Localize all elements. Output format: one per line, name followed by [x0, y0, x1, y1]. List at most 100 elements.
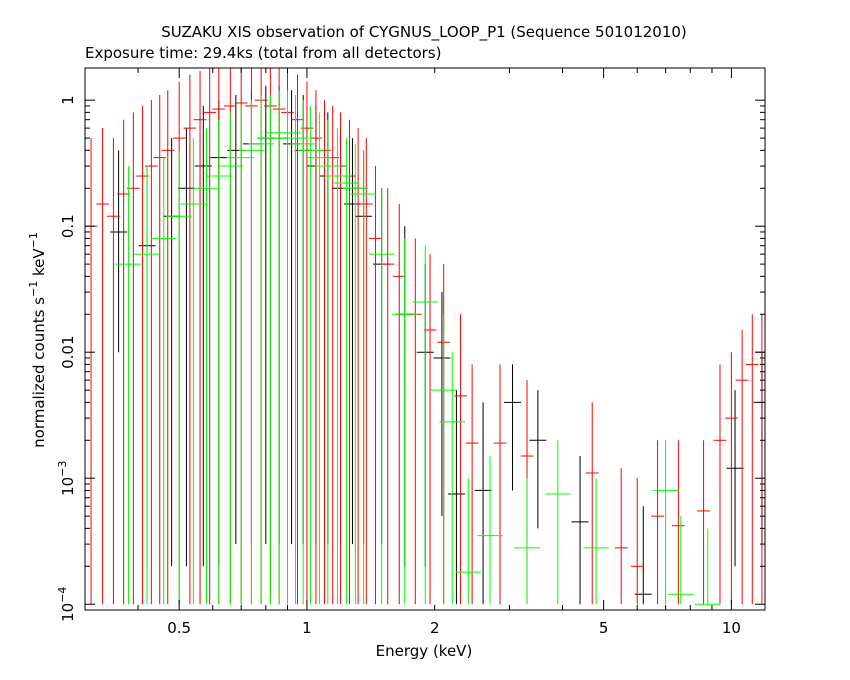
data-point: [117, 119, 131, 605]
data-point: [350, 150, 377, 605]
data-point: [412, 245, 438, 605]
data-point: [282, 94, 309, 605]
y-axis-label-exp2: −1: [27, 232, 40, 248]
data-point: [545, 440, 571, 605]
data-point: [454, 314, 467, 605]
data-point: [206, 119, 232, 605]
data-point: [493, 364, 507, 605]
data-point: [183, 74, 197, 605]
data-point: [107, 138, 120, 605]
data-point: [134, 166, 160, 605]
data-point: [368, 188, 395, 605]
x-tick-label: 2: [430, 619, 440, 637]
data-point: [110, 150, 128, 353]
data-point: [177, 128, 195, 567]
data-point: [163, 138, 181, 567]
data-point: [697, 440, 710, 605]
data-point: [194, 105, 212, 567]
data-point: [433, 292, 451, 517]
data-point: [315, 119, 341, 605]
data-point: [753, 352, 765, 545]
data-point: [291, 74, 304, 605]
data-point: [671, 440, 685, 605]
data-point: [217, 112, 244, 605]
series-2: [115, 90, 721, 605]
y-axis-label-unit: keV: [30, 248, 48, 281]
data-point: [477, 456, 503, 605]
data-point: [465, 364, 479, 605]
data-point: [359, 138, 373, 605]
data-point: [735, 330, 749, 605]
chart-subtitle: Exposure time: 29.4ks (total from all de…: [85, 44, 441, 62]
y-axis-label-main: normalized counts s: [30, 297, 48, 448]
data-point: [514, 478, 540, 605]
data-point: [423, 254, 437, 605]
x-tick-label: 10: [722, 619, 741, 637]
data-point: [529, 390, 547, 529]
data-point: [726, 390, 744, 567]
data-point: [151, 157, 177, 605]
data-point: [290, 100, 316, 605]
y-tick-label: 10−3: [56, 461, 77, 496]
data-point: [238, 100, 265, 605]
data-point: [725, 352, 738, 605]
data-point: [126, 112, 140, 605]
data-point: [369, 166, 382, 605]
data-point: [257, 85, 275, 545]
x-tick-label: 5: [599, 619, 609, 637]
data-point: [300, 81, 314, 605]
x-tick-label: 0.5: [167, 619, 191, 637]
data-point: [447, 390, 465, 605]
data-point: [392, 238, 418, 605]
data-point: [614, 468, 628, 605]
y-tick-label: 10−4: [56, 587, 77, 622]
data-point: [668, 516, 694, 605]
data-point: [695, 528, 721, 605]
data-point: [745, 314, 759, 605]
data-point: [180, 138, 207, 605]
data-point: [439, 352, 466, 605]
data-point: [161, 90, 175, 605]
data-point: [504, 364, 521, 491]
data-point: [713, 364, 727, 605]
data-point: [274, 90, 301, 605]
data-point: [381, 188, 395, 605]
data-point: [309, 90, 323, 605]
series-0: [110, 85, 765, 605]
y-axis-label-exp1: −1: [27, 281, 40, 297]
axes-layer: 0.5 1 2 5 10 1 0.1 0.01 10−3 10−4: [56, 67, 766, 637]
data-point: [652, 440, 679, 605]
data-point: [228, 105, 254, 605]
data-point: [193, 128, 220, 605]
data-point: [585, 402, 599, 605]
data-point: [203, 68, 217, 605]
data-point: [248, 94, 274, 605]
y-tick-label: 0.01: [59, 335, 77, 368]
chart-title: SUZAKU XIS observation of CYGNUS_LOOP_P1…: [161, 23, 687, 42]
data-layer: [85, 68, 765, 605]
data-point: [455, 478, 482, 605]
plot-frame: [84, 67, 766, 611]
x-axis-label: Energy (keV): [376, 642, 473, 660]
data-point: [96, 128, 109, 605]
data-point: [630, 478, 644, 605]
data-point: [408, 238, 422, 605]
y-tick-label: 1: [59, 95, 77, 105]
data-point: [571, 456, 589, 605]
data-point: [474, 402, 492, 605]
data-point: [351, 128, 365, 605]
data-point: [166, 150, 192, 605]
x-tick-label: 1: [302, 619, 312, 637]
data-point: [334, 112, 347, 605]
data-point: [85, 138, 98, 605]
data-point: [651, 440, 664, 605]
data-point: [343, 119, 356, 605]
data-point: [324, 128, 351, 605]
data-point: [193, 71, 207, 605]
data-point: [392, 203, 406, 605]
y-axis-label: normalized counts s−1 keV−1: [27, 232, 48, 448]
data-point: [115, 166, 142, 605]
y-tick-label: 0.1: [59, 214, 77, 238]
data-point: [583, 478, 609, 605]
